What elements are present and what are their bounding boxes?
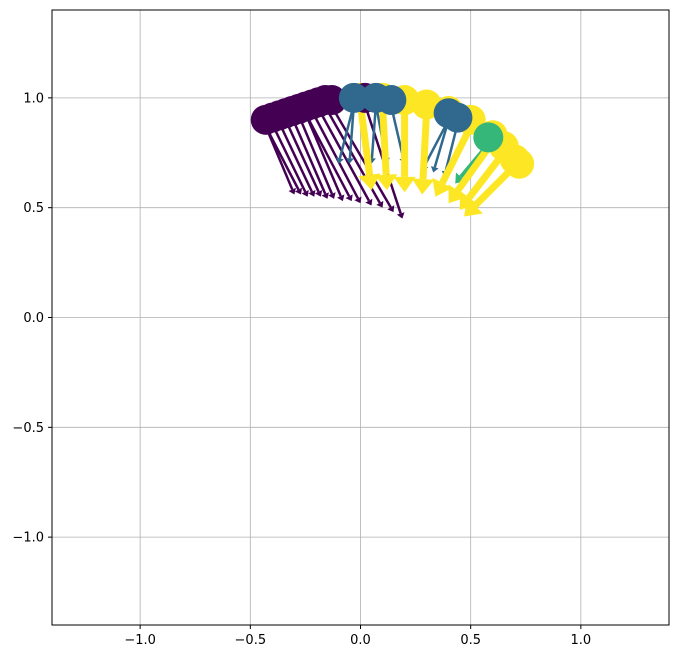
arrow-head bbox=[328, 192, 336, 199]
y-tick-label: −1.0 bbox=[12, 531, 44, 546]
arrow-shaft bbox=[291, 117, 327, 195]
arrow-shaft bbox=[466, 150, 507, 200]
x-tick-label: 0.5 bbox=[460, 633, 481, 648]
arrow-shaft bbox=[370, 104, 378, 159]
arrow-head bbox=[294, 187, 303, 195]
arrow-head bbox=[321, 192, 329, 199]
arrow-head bbox=[301, 190, 309, 197]
arrow-head bbox=[308, 190, 316, 197]
tick-layer: −1.0 −0.5 0.0 0.5 1.0 −1.0 −0.5 0.0 0.5 1.0 bbox=[12, 91, 591, 648]
data-point-green bbox=[473, 122, 504, 153]
arrow-head bbox=[345, 157, 354, 164]
x-tick-label: 0.0 bbox=[350, 633, 371, 648]
arrow-shaft bbox=[338, 104, 356, 159]
arrow-head bbox=[337, 194, 345, 202]
arrow-head bbox=[365, 198, 373, 206]
y-tick-label: 1.0 bbox=[23, 91, 44, 106]
arrow-layer bbox=[264, 103, 518, 219]
arrow-head bbox=[335, 157, 344, 164]
data-point-blue bbox=[442, 102, 473, 133]
arrow-head bbox=[396, 212, 405, 219]
arrow-shaft bbox=[357, 103, 374, 176]
arrow-head bbox=[411, 178, 435, 195]
arrow-shaft bbox=[284, 119, 320, 193]
arrow-shaft bbox=[271, 123, 307, 193]
data-point-blue bbox=[376, 85, 407, 116]
arrow-head bbox=[345, 194, 353, 202]
arrow-shaft bbox=[264, 125, 300, 191]
arrow-shaft bbox=[297, 114, 334, 195]
y-tick-label: −0.5 bbox=[12, 421, 44, 436]
arrow-head bbox=[358, 173, 381, 191]
arrow-shaft bbox=[419, 110, 431, 180]
data-point-blue bbox=[338, 82, 369, 113]
arrow-head bbox=[464, 197, 483, 217]
y-tick-label: 0.5 bbox=[23, 201, 44, 216]
arrow-head bbox=[393, 176, 416, 193]
arrow-shaft bbox=[310, 110, 360, 199]
arrow-head bbox=[288, 187, 296, 195]
arrow-head bbox=[387, 205, 395, 213]
arrow-shaft bbox=[439, 124, 474, 185]
point-layer bbox=[250, 82, 535, 179]
arrow-head bbox=[314, 190, 323, 197]
arrow-head bbox=[430, 166, 439, 173]
arrow-head bbox=[354, 196, 362, 204]
arrow-head bbox=[374, 174, 398, 191]
arrow-head bbox=[432, 177, 453, 197]
x-tick-label: −1.0 bbox=[124, 633, 156, 648]
arrow-shaft bbox=[379, 104, 390, 175]
arrow-shaft bbox=[317, 108, 370, 202]
data-point-purple bbox=[316, 85, 347, 116]
arrow-shaft bbox=[304, 112, 351, 197]
x-tick-label: −0.5 bbox=[235, 633, 267, 648]
y-tick-label: 0.0 bbox=[23, 311, 44, 326]
arrow-head bbox=[376, 200, 384, 208]
arrow-shaft bbox=[277, 121, 314, 193]
x-tick-label: 1.0 bbox=[571, 633, 592, 648]
arrow-shaft bbox=[348, 104, 356, 159]
arrow-shaft bbox=[330, 106, 392, 208]
data-point-yellow bbox=[504, 148, 535, 179]
